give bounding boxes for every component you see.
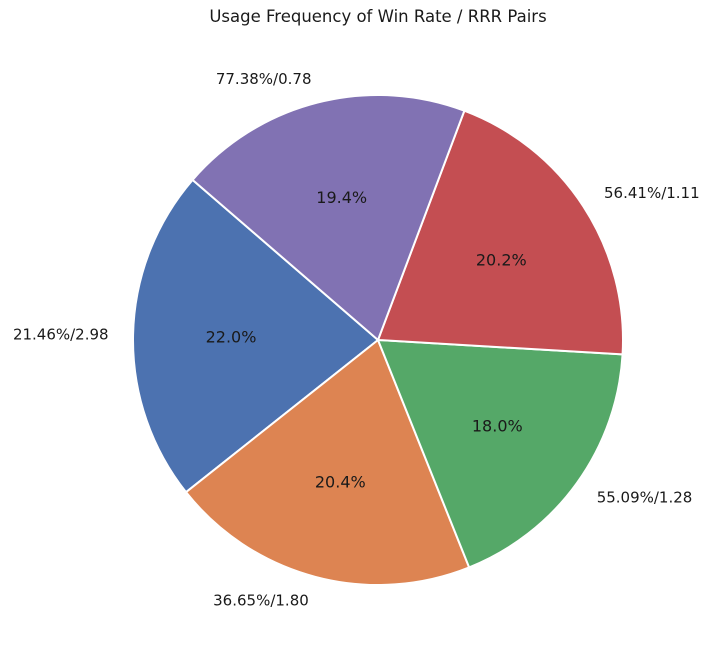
slice-label-4: 77.38%/0.78 bbox=[216, 70, 312, 88]
slice-label-1: 36.65%/1.80 bbox=[213, 592, 309, 610]
pie-slice-0 bbox=[132, 178, 379, 494]
slice-label-3: 56.41%/1.11 bbox=[604, 184, 700, 202]
pie-slice-2 bbox=[377, 339, 624, 569]
slice-percentage-label-2: 18.0% bbox=[472, 416, 523, 435]
slice-percentage-label-1: 20.4% bbox=[315, 473, 366, 492]
chart-title: Usage Frequency of Win Rate / RRR Pairs bbox=[209, 7, 547, 26]
slice-percentage-label-0: 22.0% bbox=[206, 327, 257, 346]
slice-label-2: 55.09%/1.28 bbox=[597, 489, 693, 507]
pie-slice-3 bbox=[377, 109, 624, 356]
pie-slice-1 bbox=[185, 339, 471, 586]
slice-percentage-label-3: 20.2% bbox=[476, 250, 527, 269]
slice-label-0: 21.46%/2.98 bbox=[13, 325, 109, 343]
pie-slice-4 bbox=[191, 94, 466, 341]
slice-percentage-label-4: 19.4% bbox=[316, 188, 367, 207]
